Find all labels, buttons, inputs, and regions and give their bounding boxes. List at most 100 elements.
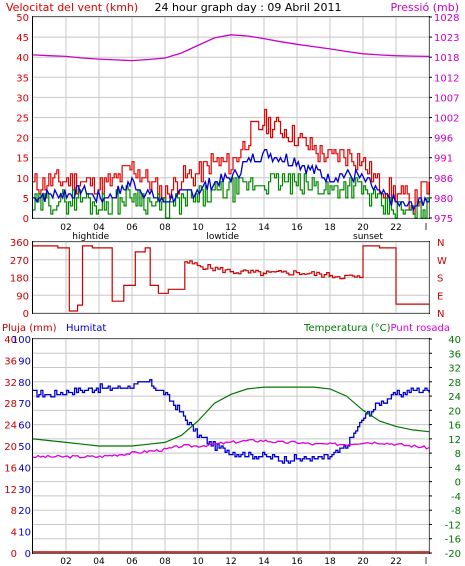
pressure-y-tick: 996 (434, 134, 453, 145)
temperature-y-tick: 12 (448, 435, 461, 446)
x-tick-label: 04 (93, 557, 105, 566)
humidity-y-tick: 100 (12, 335, 31, 346)
event-hightide: hightide (72, 232, 109, 242)
temperature-line (32, 386, 430, 447)
wind-y-tick: 30 (16, 93, 29, 104)
x-tick-label: 06 (126, 223, 138, 233)
wind-y-tick: 50 (16, 13, 29, 24)
rain-axis-title: Pluja (mm) (2, 323, 57, 334)
pressure-y-tick: 1007 (434, 93, 459, 104)
pressure-y-tick: 991 (434, 154, 453, 165)
rain-y-tick: 0 (11, 549, 17, 560)
pressure-axis-title: Pressió (mb) (390, 1, 459, 14)
wind-y-tick: 25 (16, 114, 29, 125)
rain-y-tick: 36 (4, 356, 17, 367)
temperature-y-tick: -20 (445, 549, 461, 560)
wind-y-tick: 35 (16, 73, 29, 84)
humidity-y-tick: 60 (18, 421, 31, 432)
temperature-y-tick: -12 (445, 520, 461, 531)
x-tick-label: 08 (159, 223, 171, 233)
x-tick-label: 06 (126, 557, 138, 566)
x-tick-label: 18 (324, 223, 336, 233)
pressure-y-tick: 1028 (434, 13, 459, 24)
wind-y-tick: 40 (16, 53, 29, 64)
rain-y-tick: 28 (4, 399, 17, 410)
rain-y-tick: 4 (11, 528, 17, 539)
x-tick-label: 08 (159, 557, 171, 566)
page-title: 24 hour graph day : 09 Abril 2011 (155, 1, 342, 14)
temperature-y-tick: 36 (448, 349, 461, 360)
pressure-y-tick: 1002 (434, 114, 459, 125)
temperature-y-tick: -4 (451, 492, 461, 503)
temperature-y-tick: 20 (448, 406, 461, 417)
x-tick-label: 20 (357, 557, 369, 566)
rain-y-tick: 20 (4, 442, 17, 453)
x-tick-label: 20 (357, 223, 369, 233)
direction-y-tick: 180 (10, 274, 29, 285)
dewpoint-line (32, 438, 430, 459)
grid-layer (33, 16, 430, 554)
x-tick-label: 12 (225, 223, 236, 233)
event-sunset: sunset (353, 232, 383, 242)
temperature-y-tick: 24 (448, 392, 461, 403)
direction-y-tick: 90 (16, 291, 29, 302)
x-tick-label: 18 (324, 557, 336, 566)
compass-tick: N (437, 309, 444, 320)
wind-y-tick: 20 (16, 134, 29, 145)
event-lowtide: lowtide (206, 232, 239, 242)
wind-average-line (33, 149, 429, 212)
pressure-y-tick: 986 (434, 174, 453, 185)
temperature-y-tick: 0 (455, 478, 461, 489)
x-tick-label: 14 (258, 223, 270, 233)
rain-y-tick: 12 (4, 485, 17, 496)
pressure-y-tick: 1012 (434, 73, 459, 84)
rain-y-tick: 8 (11, 506, 17, 517)
direction-y-tick: 360 (10, 238, 29, 249)
pressure-y-tick: 975 (434, 214, 453, 225)
x-tick-label: 02 (60, 557, 71, 566)
x-tick-label: 02 (60, 223, 71, 233)
humidity-y-tick: 80 (18, 378, 31, 389)
wind-direction-line (33, 245, 429, 312)
temperature-y-tick: 16 (448, 421, 461, 432)
rain-y-tick: 24 (4, 421, 17, 432)
temperature-y-tick: -8 (451, 506, 461, 517)
x-tick-label: 12 (225, 557, 236, 566)
x-tick-label: 10 (192, 557, 204, 566)
x-tick-label: 22 (390, 557, 401, 566)
compass-tick: W (437, 256, 447, 267)
humidity-y-tick: 40 (18, 463, 31, 474)
pressure-line (32, 34, 430, 62)
pressure-y-tick: 1018 (434, 53, 459, 64)
x-tick-label: 22 (390, 223, 401, 233)
wind-y-tick: 0 (23, 214, 29, 225)
wind-gust-line (33, 108, 430, 215)
x-tick-label: l (425, 557, 428, 566)
humidity-y-tick: 30 (18, 485, 31, 496)
humidity-line (33, 379, 430, 464)
x-tick-label: l (425, 223, 428, 233)
temperature-y-tick: 8 (455, 449, 461, 460)
wind-y-tick: 5 (23, 194, 29, 205)
wind-y-tick: 15 (16, 154, 29, 165)
humidity-y-tick: 90 (18, 356, 31, 367)
x-tick-label: 04 (93, 223, 105, 233)
wind-y-tick: 10 (16, 174, 29, 185)
temperature-y-tick: 40 (448, 335, 461, 346)
compass-tick: E (437, 291, 443, 302)
temperature-y-tick: 28 (448, 378, 461, 389)
temperature-y-tick: 4 (455, 463, 461, 474)
rain-y-tick: 40 (4, 335, 17, 346)
humidity-y-tick: 20 (18, 506, 31, 517)
compass-tick: N (437, 238, 444, 249)
direction-y-tick: 270 (10, 256, 29, 267)
x-tick-label: 16 (291, 223, 303, 233)
humidity-y-tick: 70 (18, 399, 31, 410)
compass-tick: S (437, 274, 443, 285)
rain-y-tick: 32 (4, 378, 17, 389)
pressure-y-tick: 980 (434, 194, 453, 205)
wind-low-line (33, 173, 430, 219)
